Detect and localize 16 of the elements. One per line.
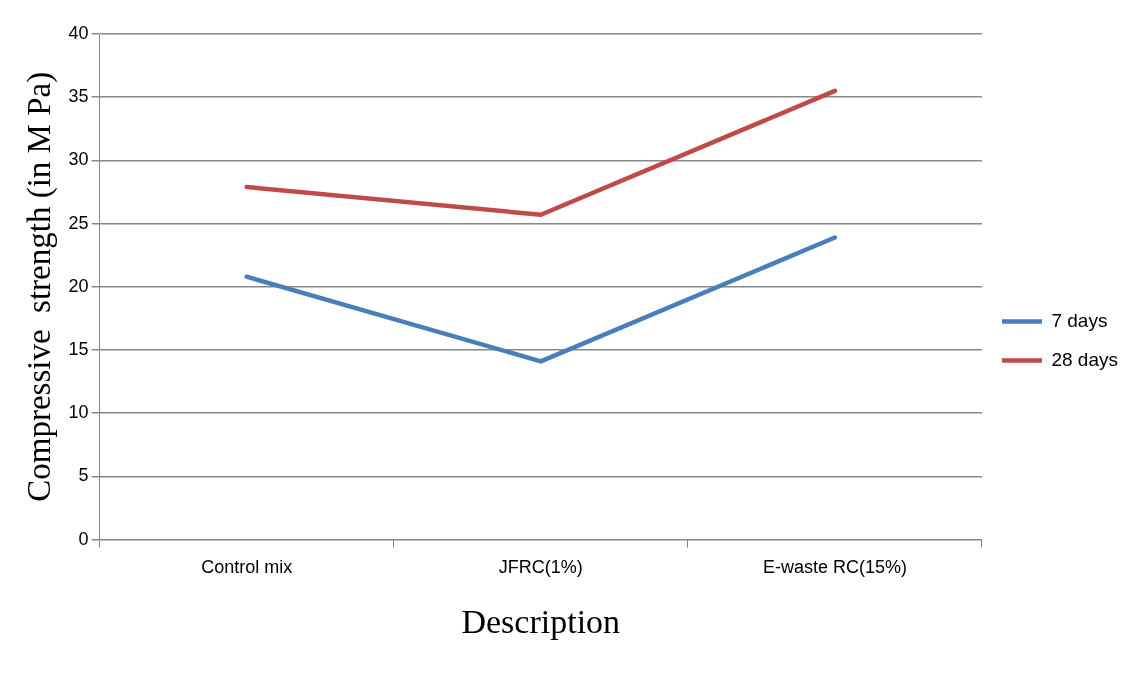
y-tick-label: 35 [68, 86, 89, 107]
y-tick-label: 0 [78, 528, 89, 549]
x-tick-label: E-waste RC(15%) [762, 557, 907, 578]
legend-label: 7 days [1051, 309, 1108, 331]
y-tick-label: 15 [68, 338, 89, 359]
y-tick-label: 10 [68, 402, 89, 423]
y-tick-label: 30 [68, 149, 89, 170]
x-axis-title: Description [461, 602, 621, 640]
y-tick-label: 5 [78, 465, 89, 486]
legend-label: 28 days [1051, 348, 1118, 370]
y-tick-label: 25 [68, 212, 89, 233]
x-tick-label: JFRC(1%) [498, 557, 583, 578]
y-tick-label: 40 [68, 22, 89, 43]
y-axis-title: Compressive strength (in M Pa) [21, 71, 59, 502]
y-tick-label: 20 [68, 275, 89, 296]
x-tick-label: Control mix [201, 557, 293, 578]
